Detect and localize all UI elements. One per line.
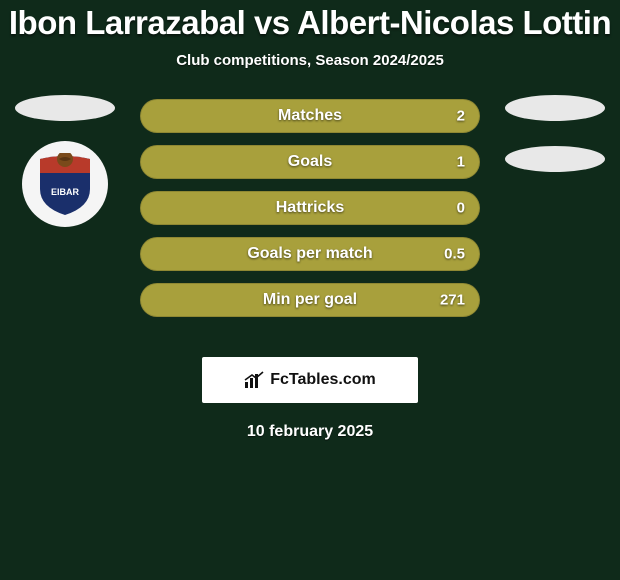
left-player-column: EIBAR	[10, 99, 120, 227]
stat-label: Min per goal	[141, 291, 479, 309]
page-subtitle: Club competitions, Season 2024/2025	[0, 52, 620, 69]
date-text: 10 february 2025	[0, 423, 620, 441]
brand-text: FcTables.com	[270, 371, 376, 389]
stats-bars: Matches 2 Goals 1 Hattricks 0 Goals per …	[140, 99, 480, 317]
stat-value: 2	[457, 108, 465, 125]
stat-bar: Goals per match 0.5	[140, 237, 480, 271]
header: Ibon Larrazabal vs Albert-Nicolas Lottin…	[0, 0, 620, 69]
player-photo-placeholder	[15, 95, 115, 121]
stat-label: Goals per match	[141, 245, 479, 263]
shield-icon: EIBAR	[38, 153, 92, 215]
club-logo-placeholder	[505, 146, 605, 172]
stat-bar: Goals 1	[140, 145, 480, 179]
stat-value: 1	[457, 154, 465, 171]
stat-bar: Hattricks 0	[140, 191, 480, 225]
stat-bar: Matches 2	[140, 99, 480, 133]
brand-badge: FcTables.com	[202, 357, 418, 403]
comparison-content: EIBAR Matches 2 Goals 1 Hattricks 0 Goal…	[0, 99, 620, 339]
page-title: Ibon Larrazabal vs Albert-Nicolas Lottin	[0, 4, 620, 42]
right-player-column	[500, 99, 610, 172]
stat-label: Hattricks	[141, 199, 479, 217]
svg-text:EIBAR: EIBAR	[51, 187, 80, 197]
stat-value: 271	[440, 292, 465, 309]
stat-label: Goals	[141, 153, 479, 171]
stat-value: 0.5	[444, 246, 465, 263]
chart-icon	[244, 371, 264, 389]
stat-label: Matches	[141, 107, 479, 125]
club-logo: EIBAR	[22, 141, 108, 227]
player-photo-placeholder	[505, 95, 605, 121]
stat-bar: Min per goal 271	[140, 283, 480, 317]
stat-value: 0	[457, 200, 465, 217]
